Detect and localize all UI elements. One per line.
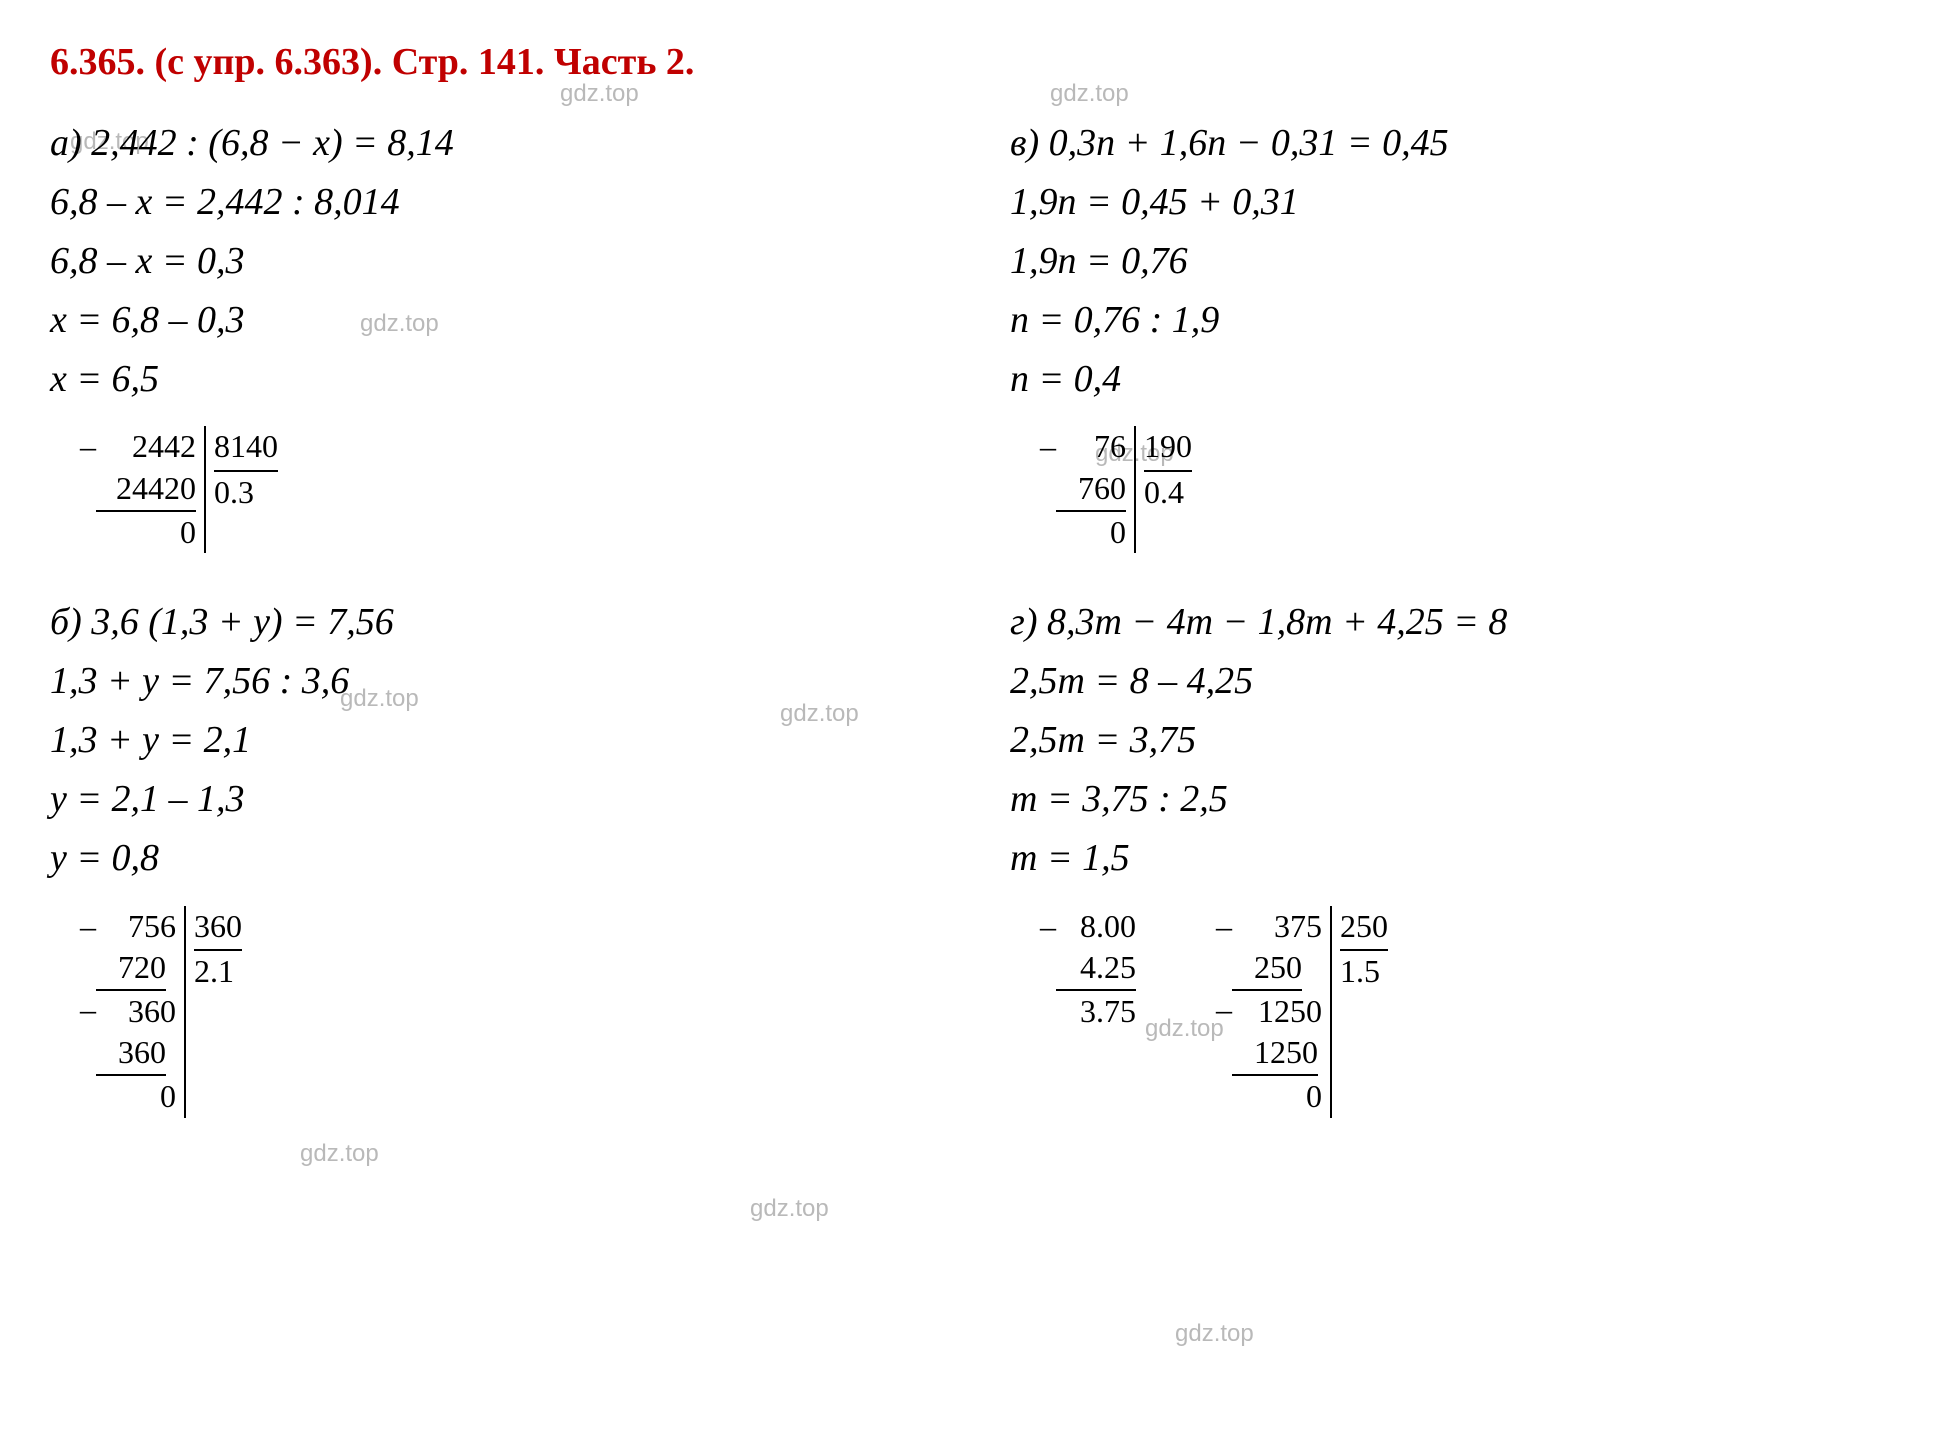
sub-res: 3.75 <box>1056 991 1136 1033</box>
page-heading: 6.365. (с упр. 6.363). Стр. 141. Часть 2… <box>50 40 1885 84</box>
long-division-g: – – 375 250 1250 1250 0 <box>1206 906 1388 1118</box>
eq-line: 1,3 + y = 7,56 : 3,6 <box>50 652 870 711</box>
eq-line: 2,5m = 8 – 4,25 <box>1010 652 1830 711</box>
long-division-b: – – 756 720 360 360 0 360 2.1 <box>70 906 242 1118</box>
column-subtraction-g: – 8.00 4.25 3.75 <box>1030 906 1136 1033</box>
ld-dividend: 2442 <box>96 426 196 468</box>
eq-line: г) 8,3m − 4m − 1,8m + 4,25 = 8 <box>1010 593 1830 652</box>
ld-sub: 360 <box>96 1032 166 1076</box>
ld-divisor: 8140 <box>214 426 278 472</box>
ld-dividend: 76 <box>1056 426 1126 468</box>
long-division-a: – 2442 24420 0 8140 0.3 <box>70 426 278 553</box>
problem-a: а) 2,442 : (6,8 − x) = 8,14 6,8 – x = 2,… <box>50 114 870 553</box>
ld-sub: 24420 <box>96 468 196 512</box>
ld-rem: 0 <box>1232 1076 1322 1118</box>
ld-drop: 1250 <box>1232 991 1322 1033</box>
ld-dividend: 756 <box>96 906 176 948</box>
watermark: gdz.top <box>1175 1320 1254 1348</box>
problem-v: в) 0,3n + 1,6n − 0,31 = 0,45 1,9n = 0,45… <box>1010 114 1830 553</box>
ld-rem: 0 <box>96 512 196 554</box>
ld-sub: 720 <box>96 947 166 991</box>
ld-sub: 760 <box>1056 468 1126 512</box>
ld-quotient: 0.4 <box>1144 472 1192 514</box>
watermark: gdz.top <box>750 1195 829 1223</box>
eq-line: y = 0,8 <box>50 829 870 888</box>
ld-drop: 360 <box>96 991 176 1033</box>
watermark: gdz.top <box>1050 80 1129 108</box>
ld-sub: 1250 <box>1232 1032 1318 1076</box>
right-column: в) 0,3n + 1,6n − 0,31 = 0,45 1,9n = 0,45… <box>1010 114 1830 1158</box>
eq-line: m = 3,75 : 2,5 <box>1010 770 1830 829</box>
ld-divisor: 190 <box>1144 426 1192 472</box>
ld-quotient: 0.3 <box>214 472 278 514</box>
eq-line: а) 2,442 : (6,8 − x) = 8,14 <box>50 114 870 173</box>
eq-line: 1,9n = 0,76 <box>1010 232 1830 291</box>
eq-line: n = 0,76 : 1,9 <box>1010 291 1830 350</box>
ld-divisor: 360 <box>194 906 242 952</box>
long-division-v: – 76 760 0 190 0.4 <box>1030 426 1192 553</box>
ld-rem: 0 <box>1056 512 1126 554</box>
ld-rem: 0 <box>96 1076 176 1118</box>
eq-line: 2,5m = 3,75 <box>1010 711 1830 770</box>
ld-divisor: 250 <box>1340 906 1388 952</box>
eq-line: 6,8 – x = 0,3 <box>50 232 870 291</box>
eq-line: y = 2,1 – 1,3 <box>50 770 870 829</box>
eq-line: n = 0,4 <box>1010 350 1830 409</box>
ld-sub: 250 <box>1232 947 1302 991</box>
eq-line: m = 1,5 <box>1010 829 1830 888</box>
eq-line: x = 6,8 – 0,3 <box>50 291 870 350</box>
eq-line: 1,3 + y = 2,1 <box>50 711 870 770</box>
sub-bot: 4.25 <box>1056 947 1136 991</box>
ld-quotient: 2.1 <box>194 951 242 993</box>
ld-dividend: 375 <box>1232 906 1322 948</box>
ld-quotient: 1.5 <box>1340 951 1388 993</box>
left-column: а) 2,442 : (6,8 − x) = 8,14 6,8 – x = 2,… <box>50 114 870 1158</box>
eq-line: б) 3,6 (1,3 + y) = 7,56 <box>50 593 870 652</box>
eq-line: в) 0,3n + 1,6n − 0,31 = 0,45 <box>1010 114 1830 173</box>
problem-g: г) 8,3m − 4m − 1,8m + 4,25 = 8 2,5m = 8 … <box>1010 593 1830 1117</box>
eq-line: 1,9n = 0,45 + 0,31 <box>1010 173 1830 232</box>
problem-b: б) 3,6 (1,3 + y) = 7,56 1,3 + y = 7,56 :… <box>50 593 870 1117</box>
watermark: gdz.top <box>560 80 639 108</box>
eq-line: 6,8 – x = 2,442 : 8,014 <box>50 173 870 232</box>
sub-top: 8.00 <box>1056 906 1136 948</box>
eq-line: x = 6,5 <box>50 350 870 409</box>
